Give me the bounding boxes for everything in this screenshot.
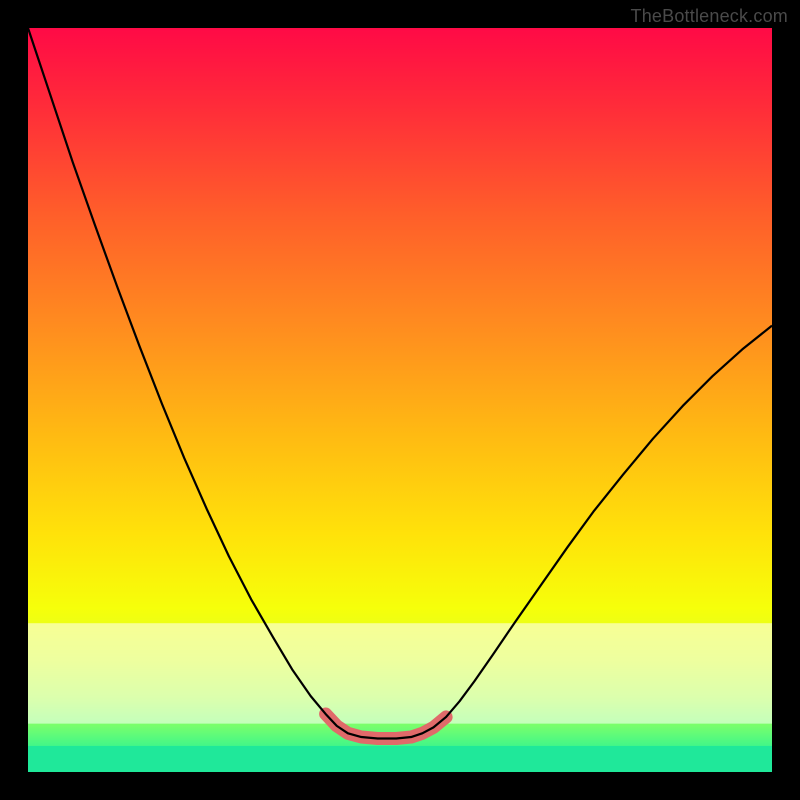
green-floor xyxy=(28,746,772,772)
bottleneck-chart: TheBottleneck.com xyxy=(0,0,800,800)
chart-canvas xyxy=(0,0,800,800)
watermark-text: TheBottleneck.com xyxy=(631,6,788,27)
pale-band xyxy=(28,623,772,723)
